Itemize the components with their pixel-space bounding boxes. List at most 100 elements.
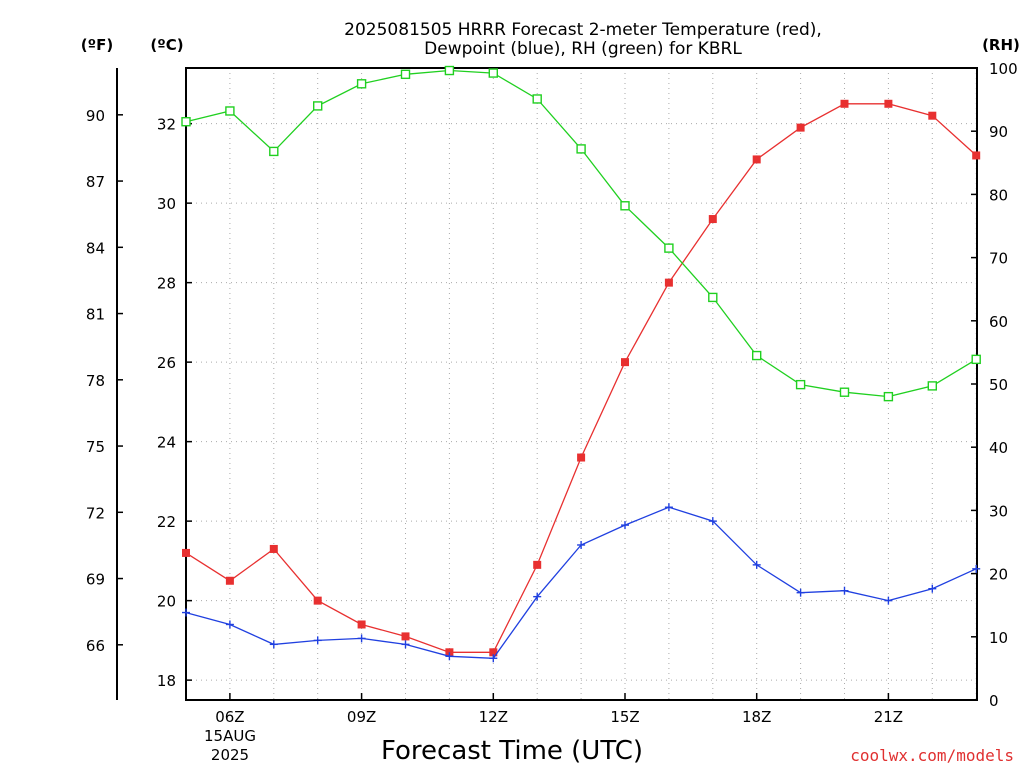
series-0	[182, 99, 981, 657]
fahrenheit-tick-label: 66	[86, 637, 105, 655]
fahrenheit-tick-label: 90	[86, 107, 105, 125]
dewpoint-point	[357, 634, 366, 643]
rh-point	[971, 354, 981, 365]
series-2	[181, 65, 981, 402]
fahrenheit-tick-label: 84	[86, 239, 105, 257]
temperature-point	[928, 111, 937, 120]
rh-point	[444, 65, 455, 76]
x-tick-label: 21Z	[874, 708, 903, 726]
rh-point	[620, 201, 630, 211]
rh-point	[795, 379, 806, 390]
temperature-point	[269, 544, 278, 553]
temperature-point	[708, 215, 717, 224]
dewpoint-point	[621, 521, 629, 530]
temperature-point	[182, 548, 190, 557]
rh-tick-label: 0	[989, 692, 999, 710]
fahrenheit-tick-label: 69	[86, 571, 105, 589]
series-line	[185, 506, 977, 659]
rh-unit-label: (RH)	[982, 36, 1020, 54]
dewpoint-point	[972, 564, 981, 573]
dewpoint-point	[445, 652, 454, 661]
x-tick-label: 15Z	[610, 708, 639, 726]
rh-tick-label: 40	[989, 439, 1008, 457]
temperature-point	[357, 620, 366, 629]
dewpoint-point	[752, 560, 761, 569]
rh-point	[181, 117, 191, 127]
fahrenheit-tick-label: 81	[86, 306, 105, 324]
celsius-tick-label: 22	[157, 513, 176, 531]
rh-tick-label: 60	[989, 313, 1008, 331]
rh-point	[488, 68, 498, 78]
rh-point	[356, 79, 367, 89]
temperature-point	[664, 278, 673, 287]
tick-labels: 18 20 22 24 26 28 30 32 66 69 72 75 78 81 84 87 90 0 10 20 3…	[86, 60, 1018, 726]
date-label-year: 2025	[211, 746, 249, 764]
celsius-unit-label: (ºC)	[150, 36, 183, 54]
rh-point	[532, 94, 542, 104]
rh-point	[883, 391, 894, 402]
celsius-tick-label: 26	[157, 354, 176, 372]
rh-point	[927, 381, 937, 391]
dewpoint-point	[225, 620, 234, 629]
temperature-point	[884, 99, 893, 108]
temperature-point	[621, 358, 629, 367]
date-label-month-day: 15AUG	[204, 727, 256, 745]
rh-tick-label: 100	[989, 60, 1018, 78]
celsius-tick-label: 18	[157, 672, 176, 690]
temperature-point	[489, 648, 498, 657]
fahrenheit-tick-label: 87	[86, 173, 105, 191]
dewpoint-point	[840, 586, 849, 595]
rh-tick-label: 50	[989, 376, 1008, 394]
dewpoint-point	[533, 592, 542, 601]
credit-label: coolwx.com/models	[850, 746, 1014, 765]
fahrenheit-tick-label: 78	[86, 372, 105, 390]
rh-tick-label: 30	[989, 502, 1008, 520]
rh-tick-label: 90	[989, 123, 1008, 141]
celsius-tick-label: 32	[157, 116, 176, 134]
series-1	[182, 503, 981, 663]
x-tick-label: 06Z	[215, 708, 244, 726]
dewpoint-point	[182, 608, 190, 617]
x-tick-label: 12Z	[479, 708, 508, 726]
rh-tick-label: 80	[989, 186, 1008, 204]
temperature-point	[577, 453, 586, 462]
chart-axes	[116, 67, 978, 701]
temperature-point	[533, 560, 542, 569]
dewpoint-point	[313, 636, 322, 645]
grid-lines	[186, 68, 977, 700]
dewpoint-point	[269, 640, 278, 649]
dewpoint-point	[796, 588, 805, 597]
chart-title-line1: 2025081505 HRRR Forecast 2-meter Tempera…	[344, 20, 822, 40]
temperature-point	[401, 632, 410, 641]
rh-tick-label: 70	[989, 250, 1008, 268]
fahrenheit-tick-label: 72	[86, 504, 105, 522]
rh-point	[269, 146, 279, 157]
data-series	[181, 65, 981, 663]
fahrenheit-tick-label: 75	[86, 438, 105, 456]
dewpoint-point	[401, 640, 410, 649]
dewpoint-point	[577, 540, 586, 549]
rh-point	[752, 350, 762, 361]
chart-title-line2: Dewpoint (blue), RH (green) for KBRL	[424, 39, 742, 59]
x-axis-title: Forecast Time (UTC)	[381, 736, 643, 766]
rh-point	[576, 144, 586, 154]
dewpoint-point	[489, 654, 498, 663]
celsius-tick-label: 24	[157, 434, 176, 452]
x-tick-label: 18Z	[742, 708, 771, 726]
rh-point	[313, 101, 323, 111]
temperature-point	[313, 596, 322, 605]
temperature-point	[840, 99, 849, 108]
fahrenheit-unit-label: (ºF)	[81, 36, 113, 54]
rh-point	[225, 106, 235, 116]
rh-tick-label: 20	[989, 566, 1008, 584]
temperature-point	[225, 576, 234, 585]
dewpoint-point	[664, 503, 673, 512]
rh-point	[839, 387, 850, 397]
rh-tick-label: 10	[989, 629, 1008, 647]
x-tick-label: 09Z	[347, 708, 376, 726]
temperature-point	[752, 155, 761, 164]
dewpoint-point	[708, 517, 717, 526]
dewpoint-point	[884, 596, 893, 605]
temperature-point	[796, 123, 805, 132]
